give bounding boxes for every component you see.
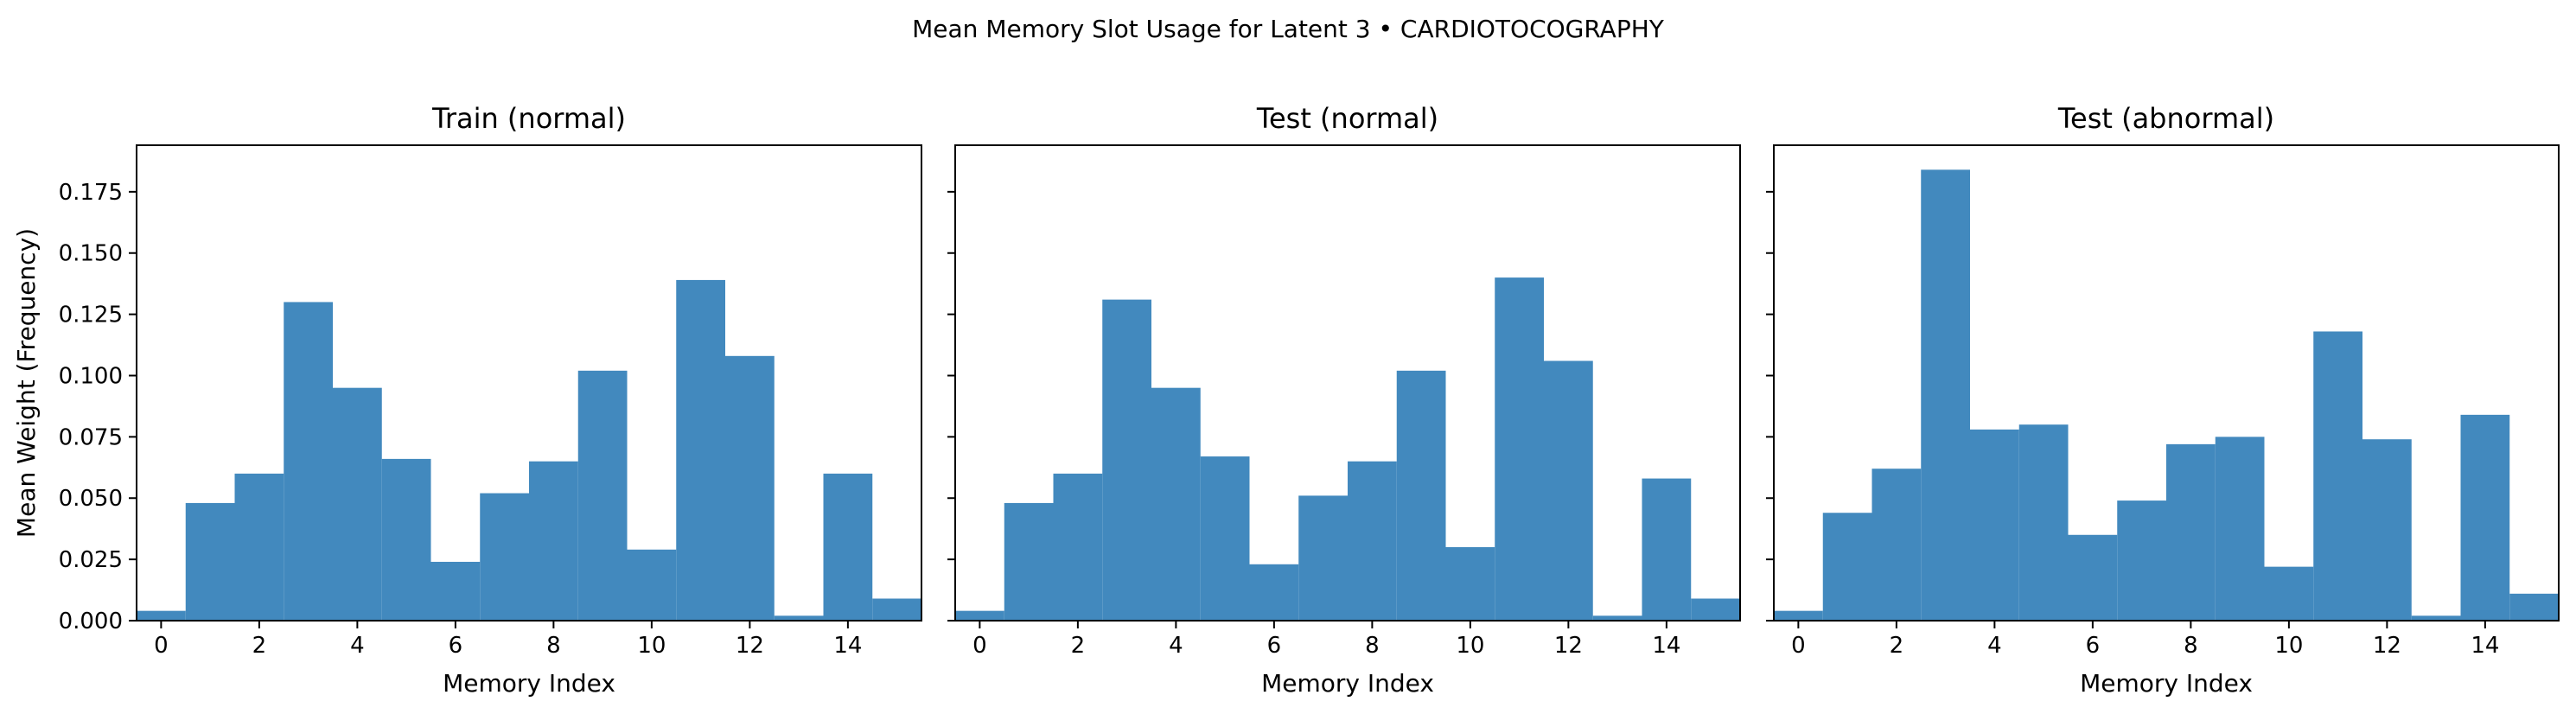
y-tick-label: 0.175 [59, 180, 123, 206]
bar [2215, 437, 2265, 621]
bar [1249, 564, 1299, 621]
bar [529, 461, 578, 621]
bar [2068, 534, 2118, 621]
bar [284, 302, 333, 621]
y-tick-label: 0.125 [59, 303, 123, 328]
x-tick-label: 14 [1652, 633, 1680, 659]
bar [234, 473, 284, 621]
bar [1396, 370, 1446, 621]
bar [955, 610, 1004, 621]
x-tick-label: 4 [1169, 633, 1183, 659]
axes-frame [136, 144, 922, 622]
bar [430, 561, 481, 621]
y-tick-label: 0.100 [59, 363, 123, 389]
x-tick-label: 10 [2274, 633, 2303, 659]
panel-1: 0 2 4 6 8 10 12 14 0.000 0.025 0.050 0.075 0.100 0.12… [12, 102, 922, 698]
x-tick-label: 2 [1890, 633, 1904, 659]
x-axis-label: Memory Index [1261, 669, 1434, 698]
bar [1053, 473, 1103, 621]
bar [1348, 461, 1397, 621]
bar [676, 279, 725, 621]
bar [1544, 360, 1593, 621]
x-tick-label: 8 [2184, 633, 2198, 659]
x-tick-label: 2 [252, 633, 267, 659]
x-tick-label: 12 [2373, 633, 2401, 659]
axes-frame [1773, 144, 2560, 622]
x-tick-label: 14 [2471, 633, 2499, 659]
bar [2313, 331, 2362, 621]
bar [1151, 387, 1201, 621]
bar [1592, 615, 1642, 621]
bar [333, 387, 382, 621]
bar [1691, 598, 1740, 621]
bar [1495, 277, 1544, 621]
y-tick-label: 0.025 [59, 547, 123, 573]
bar [577, 370, 628, 621]
panel-3: 0 2 4 6 8 10 12 14 Test (abnormal) Memory Index [1766, 102, 2560, 698]
x-tick-label: 12 [736, 633, 764, 659]
bar [1102, 299, 1151, 621]
axes-frame [954, 144, 1741, 622]
x-tick-label: 0 [972, 633, 987, 659]
figure-suptitle: Mean Memory Slot Usage for Latent 3 • CA… [912, 15, 1665, 43]
bar [1004, 502, 1054, 621]
x-tick-label: 0 [154, 633, 169, 659]
bar [2460, 414, 2510, 621]
bar [823, 473, 873, 621]
x-tick-label: 14 [833, 633, 862, 659]
bar [2166, 443, 2216, 621]
panel-title: Test (normal) [1256, 102, 1438, 135]
bar [1970, 429, 2019, 621]
y-tick-label: 0.050 [59, 486, 123, 512]
bar [1921, 169, 1970, 621]
x-tick-label: 4 [350, 633, 365, 659]
x-tick-label: 6 [1267, 633, 1282, 659]
bar [381, 458, 431, 621]
panel-title: Test (abnormal) [2057, 102, 2274, 135]
x-tick-label: 12 [1554, 633, 1583, 659]
bar [1871, 469, 1922, 621]
bar [185, 502, 235, 621]
bar [774, 615, 824, 621]
bar [137, 610, 186, 621]
panel-2: 0 2 4 6 8 10 12 14 Test (normal) Memory Index [947, 102, 1741, 698]
bar [1642, 478, 1692, 621]
x-tick-label: 10 [637, 633, 666, 659]
x-tick-label: 8 [1365, 633, 1380, 659]
y-axis-label: Mean Weight (Frequency) [12, 228, 41, 538]
panel-title: Train (normal) [431, 102, 626, 135]
bar [1298, 495, 1348, 621]
bar [2509, 593, 2559, 621]
y-tick-label: 0.000 [59, 609, 123, 634]
bar [2264, 566, 2314, 621]
bar [1774, 610, 1823, 621]
bar [2362, 439, 2412, 621]
bar [872, 598, 921, 621]
x-tick-label: 8 [546, 633, 561, 659]
bar [480, 493, 529, 621]
x-tick-label: 6 [449, 633, 463, 659]
bar [627, 549, 677, 621]
bar [2018, 424, 2069, 621]
x-tick-label: 6 [2086, 633, 2101, 659]
bar [1200, 456, 1250, 621]
x-tick-label: 2 [1071, 633, 1086, 659]
bar [2117, 500, 2166, 621]
y-tick-label: 0.150 [59, 241, 123, 267]
x-axis-label: Memory Index [2080, 669, 2253, 698]
x-tick-label: 0 [1791, 633, 1806, 659]
bar [1445, 546, 1495, 621]
x-tick-label: 4 [1987, 633, 2002, 659]
y-tick-label: 0.075 [59, 424, 123, 450]
x-tick-label: 10 [1456, 633, 1484, 659]
bar [725, 355, 775, 621]
x-axis-label: Memory Index [443, 669, 615, 698]
bar [2411, 615, 2461, 621]
bar [1822, 513, 1872, 621]
